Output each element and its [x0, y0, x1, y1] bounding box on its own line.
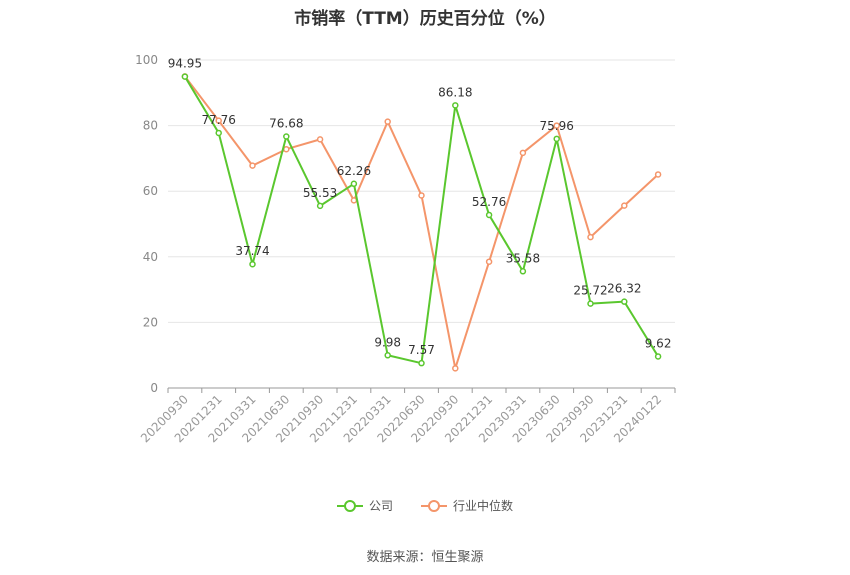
legend-swatch-industry-median — [421, 499, 447, 512]
data-point — [485, 211, 493, 219]
data-label: 7.57 — [408, 343, 435, 357]
data-label: 37.74 — [235, 244, 269, 258]
y-tick-label: 40 — [143, 250, 158, 264]
data-label: 77.76 — [202, 113, 236, 127]
data-point — [384, 352, 391, 359]
data-label: 9.62 — [645, 336, 672, 350]
data-point — [485, 258, 493, 265]
data-point — [418, 359, 425, 367]
y-tick-label: 80 — [143, 119, 158, 133]
data-point — [418, 192, 425, 199]
data-point — [587, 233, 594, 241]
legend-swatch-company — [336, 499, 363, 512]
data-point — [316, 202, 324, 210]
legend-item-industry-median[interactable]: 行业中位数 — [421, 497, 513, 514]
chart-title: 市销率（TTM）历史百分位（%） — [294, 9, 556, 29]
data-point — [621, 298, 628, 305]
series-line — [184, 76, 659, 365]
data-point — [181, 73, 189, 80]
data-point — [384, 118, 391, 125]
source-note: 数据来源：恒生聚源 — [366, 550, 484, 565]
legend-label-industry-median: 行业中位数 — [453, 499, 514, 513]
data-point — [452, 102, 459, 109]
data-point — [316, 136, 324, 143]
data-label: 35.58 — [506, 251, 540, 265]
data-point — [215, 117, 222, 124]
data-point — [350, 180, 358, 188]
y-tick-label: 100 — [135, 53, 158, 67]
legend-label-company: 公司 — [368, 499, 393, 513]
legend-dot-industry-median — [428, 499, 440, 512]
data-point — [249, 162, 256, 169]
y-tick-label: 0 — [150, 381, 158, 395]
data-point — [553, 135, 560, 143]
data-label: 55.53 — [303, 186, 337, 200]
data-label: 86.18 — [438, 85, 472, 99]
y-tick-label: 20 — [143, 315, 158, 329]
data-label: 25.72 — [573, 284, 607, 298]
data-point — [519, 149, 527, 157]
series-line — [184, 75, 659, 370]
data-point — [283, 145, 290, 153]
data-point — [350, 197, 358, 204]
legend: 公司 行业中位数 — [0, 497, 850, 514]
data-point — [452, 365, 459, 372]
data-label: 26.32 — [607, 282, 641, 296]
data-label: 52.76 — [472, 195, 506, 209]
y-tick-label: 60 — [143, 184, 158, 198]
legend-dot-company — [343, 499, 356, 512]
data-point — [654, 353, 662, 360]
data-point — [283, 133, 290, 140]
data-label: 9.98 — [374, 335, 401, 349]
data-point — [249, 260, 256, 268]
data-point — [654, 171, 662, 178]
legend-item-company[interactable]: 公司 — [336, 497, 393, 514]
data-point — [553, 122, 560, 129]
data-point — [587, 300, 594, 307]
data-label: 75.96 — [540, 119, 574, 133]
data-point — [621, 202, 628, 209]
data-label: 94.95 — [168, 57, 202, 71]
data-label: 62.26 — [337, 164, 371, 178]
data-label: 76.68 — [269, 116, 303, 130]
data-point — [519, 268, 527, 275]
data-point — [215, 129, 222, 137]
